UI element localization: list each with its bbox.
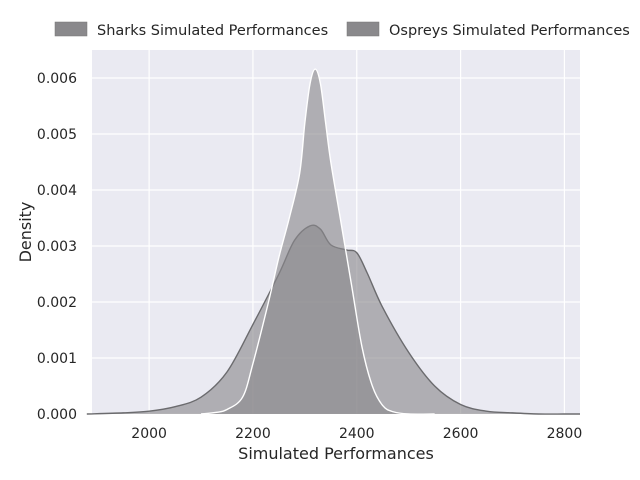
legend-label-ospreys: Ospreys Simulated Performances bbox=[389, 23, 630, 39]
y-tick-label: 0.001 bbox=[37, 351, 77, 367]
y-tick-label: 0.002 bbox=[37, 295, 77, 311]
legend-label-sharks: Sharks Simulated Performances bbox=[97, 23, 328, 39]
y-tick-label: 0.006 bbox=[37, 71, 77, 87]
x-tick-label: 2400 bbox=[339, 426, 375, 442]
legend-swatch-sharks bbox=[54, 21, 88, 37]
y-tick-label: 0.004 bbox=[37, 183, 77, 199]
tick-layer: 2000 2200 2400 2600 2800 0.000 0.001 0.002 0.003… bbox=[37, 71, 582, 442]
y-tick-label: 0.005 bbox=[37, 127, 77, 143]
x-axis-label: Simulated Performances bbox=[238, 444, 434, 463]
y-tick-label: 0.000 bbox=[37, 407, 77, 423]
ospreys-density-area bbox=[201, 69, 435, 415]
area-layer bbox=[86, 68, 580, 415]
ospreys-density-area-outline bbox=[200, 68, 435, 415]
x-tick-label: 2800 bbox=[547, 426, 583, 442]
y-axis-label: Density bbox=[16, 202, 35, 263]
legend: Sharks Simulated Performances Ospreys Si… bbox=[54, 21, 630, 39]
legend-swatch-ospreys bbox=[346, 21, 380, 37]
x-tick-label: 2600 bbox=[443, 426, 479, 442]
y-tick-label: 0.003 bbox=[37, 239, 77, 255]
x-tick-label: 2000 bbox=[131, 426, 167, 442]
x-tick-label: 2200 bbox=[235, 426, 271, 442]
